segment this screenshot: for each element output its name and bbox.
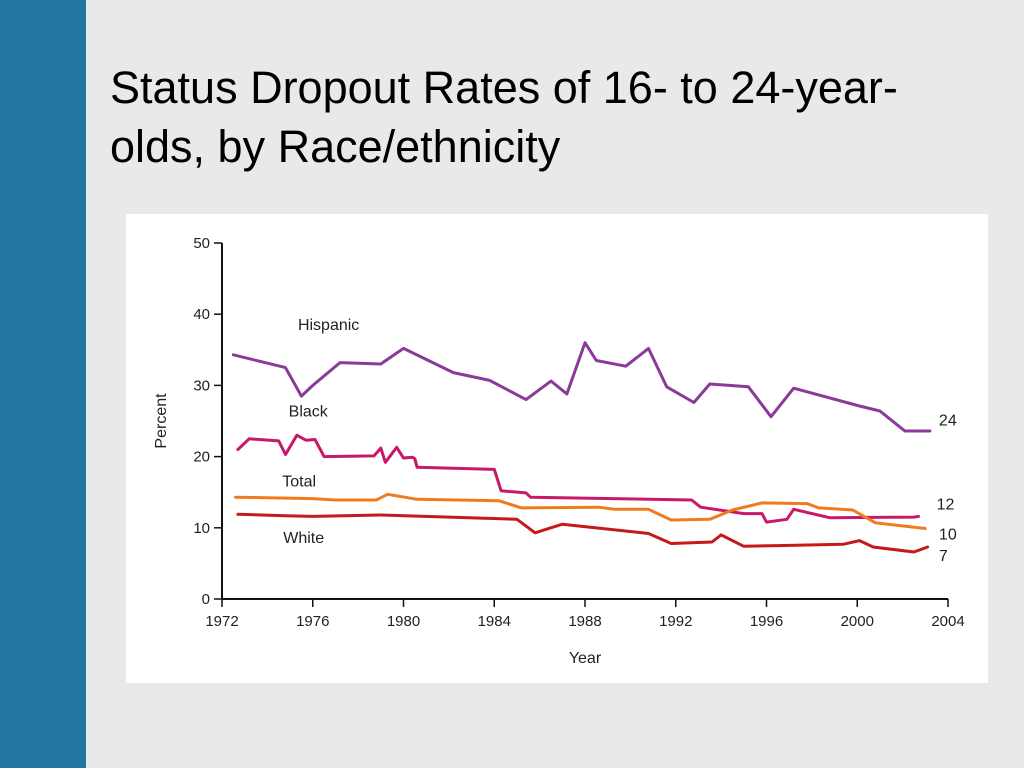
- y-tick-label: 30: [193, 377, 210, 394]
- y-tick-label: 10: [193, 520, 210, 537]
- x-tick-label: 1976: [296, 613, 329, 630]
- series-label-white: White: [283, 530, 324, 547]
- x-tick-label: 2000: [841, 613, 874, 630]
- series-line-total: [234, 492, 927, 530]
- x-tick-label: 1996: [750, 613, 783, 630]
- y-tick-label: 40: [193, 306, 210, 323]
- series-label-hispanic: Hispanic: [298, 317, 359, 334]
- x-tick-label: 2004: [931, 613, 964, 630]
- slide-title: Status Dropout Rates of 16- to 24-year-o…: [110, 62, 898, 172]
- end-label-total: 10: [939, 526, 957, 543]
- x-tick-label: 1980: [387, 613, 420, 630]
- x-tick-label: 1988: [568, 613, 601, 630]
- y-tick-label: 0: [202, 591, 210, 608]
- line-chart: 0 10 20 30 40 50 1972 1976 1980 1984 1988 1992 1996 2…: [153, 235, 965, 667]
- x-axis-title: Year: [569, 650, 602, 667]
- series-line-hispanic: [231, 341, 932, 433]
- series-line-white: [236, 512, 930, 554]
- y-tick-label: 50: [193, 235, 210, 252]
- x-tick-label: 1972: [205, 613, 238, 630]
- chart-panel: 0 10 20 30 40 50 1972 1976 1980 1984 1988 1992 1996 2…: [126, 214, 988, 683]
- y-axis-title: Percent: [153, 393, 170, 449]
- series-label-total: Total: [282, 474, 316, 491]
- end-label-white: 7: [939, 548, 948, 565]
- series-line-black: [236, 433, 920, 524]
- end-label-black: 12: [937, 497, 955, 514]
- end-label-hispanic: 24: [939, 413, 957, 430]
- y-tick-label: 20: [193, 449, 210, 466]
- x-tick-label: 1984: [478, 613, 511, 630]
- x-tick-label: 1992: [659, 613, 692, 630]
- series-label-black: Black: [289, 404, 329, 421]
- slide-side-bar: [0, 0, 86, 768]
